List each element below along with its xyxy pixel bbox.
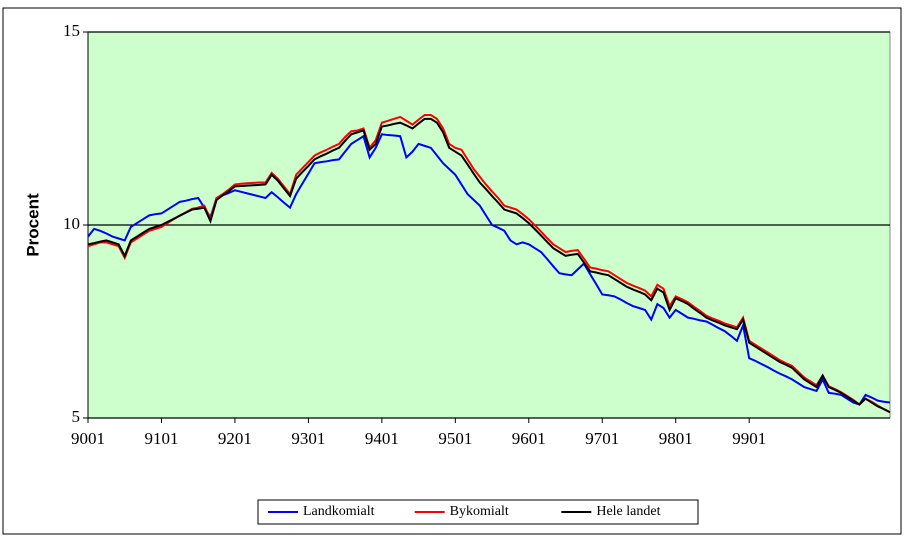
x-tick-label: 9801 — [659, 429, 693, 448]
x-tick-label: 9401 — [365, 429, 399, 448]
x-tick-label: 9601 — [512, 429, 546, 448]
y-axis-label: Procent — [23, 193, 42, 257]
legend-label: Hele landet — [596, 504, 660, 519]
legend-label: Landkomialt — [303, 504, 375, 519]
series-line — [87, 113, 891, 414]
x-tick-label: 9901 — [732, 429, 766, 448]
x-tick-label: 9701 — [585, 429, 619, 448]
y-tick-label: 15 — [63, 21, 80, 40]
x-tick-label: 9001 — [71, 429, 105, 448]
y-tick-label: 5 — [72, 407, 81, 426]
x-tick-label: 9201 — [218, 429, 252, 448]
legend-box — [257, 499, 699, 525]
x-tick-label: 9501 — [438, 429, 472, 448]
x-tick-label: 9301 — [291, 429, 325, 448]
series-line — [87, 117, 891, 414]
x-tick-label: 9101 — [144, 429, 178, 448]
legend-label: Bykomialt — [450, 504, 509, 519]
y-tick-label: 10 — [63, 214, 80, 233]
